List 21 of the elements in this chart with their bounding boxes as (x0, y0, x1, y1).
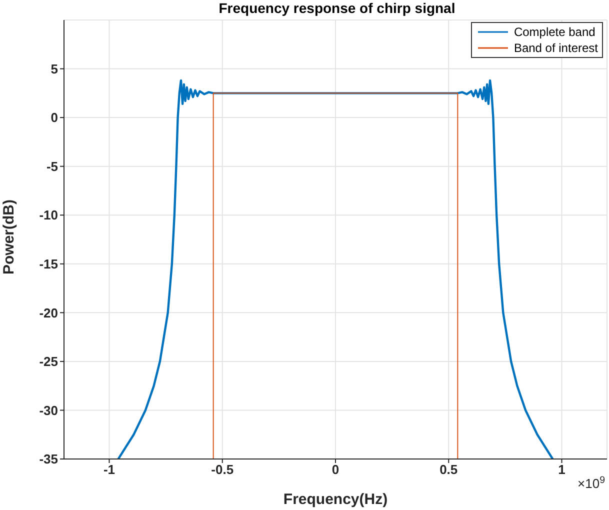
x-axis-title: Frequency(Hz) (283, 491, 388, 508)
y-tick-label: 0 (50, 110, 58, 126)
text: ×10$^{9}$ (578, 474, 605, 491)
x-tick-label: 1 (558, 462, 566, 478)
legend-label: Band of interest (514, 40, 598, 56)
y-tick-label: -30 (39, 402, 58, 418)
legend-label: Complete band (514, 24, 596, 40)
line-series (117, 79, 554, 459)
x-tick-label: 0 (332, 462, 340, 478)
x-tick-label: -0.5 (211, 462, 234, 478)
y-tick-label: -5 (46, 158, 58, 174)
y-tick-label: -20 (39, 305, 58, 320)
y-tick-label: -10 (39, 208, 58, 223)
y-tick-label: 5 (50, 61, 58, 76)
y-axis-title: Power(dB) (0, 199, 18, 274)
chart-title: Frequency response of chirp signal (218, 0, 456, 16)
y-tick-label: -15 (39, 256, 58, 272)
x-tick-label: 0.5 (440, 462, 458, 478)
x-tick-label: -1 (103, 462, 116, 478)
y-tick-label: -35 (39, 452, 58, 467)
y-tick-label: -25 (39, 354, 58, 370)
